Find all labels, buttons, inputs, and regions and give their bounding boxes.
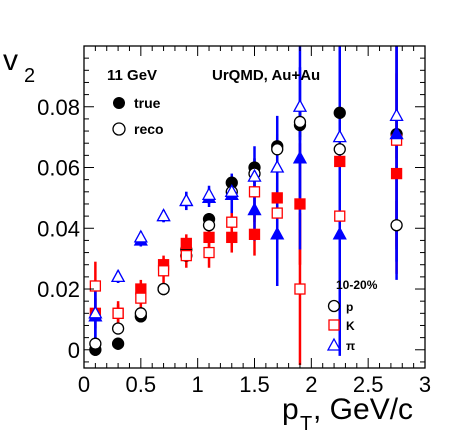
energy-label: 11 GeV	[107, 67, 157, 84]
proton-reco-point	[293, 115, 307, 129]
y-axis-title: v	[3, 44, 18, 77]
kaon-reco-point	[157, 265, 170, 277]
kaon-reco-point	[271, 207, 283, 219]
pion-reco-point	[332, 129, 347, 143]
proton-reco-point	[333, 143, 346, 156]
kaon-true-point	[294, 198, 306, 210]
system-label: UrQMD, Au+Au	[212, 67, 320, 84]
x-tick-label: 0	[78, 372, 90, 397]
kaon-reco-point	[226, 216, 238, 228]
proton-true-point	[111, 337, 125, 350]
pion-reco-point	[270, 159, 285, 173]
pion-true-point	[292, 150, 308, 164]
proton-reco-point	[134, 307, 147, 320]
proton-reco-point	[157, 282, 170, 296]
x-tick-label: 0.5	[126, 372, 157, 397]
kaon-reco-point	[248, 186, 261, 198]
legend-reco-label: reco	[134, 121, 164, 137]
kaon-true-point	[248, 228, 261, 240]
legend-reco-marker	[112, 122, 126, 136]
pion-reco-point	[247, 168, 262, 182]
kaon-true-point	[271, 192, 283, 204]
x-tick-label: 1	[192, 372, 204, 397]
y-tick-label: 0.02	[37, 277, 80, 302]
pion-true-point	[247, 202, 262, 216]
axis-ticks: 0 0.5 1 1.5 2 2.5 3 0 0.02 0.04 0.06 0.08	[37, 46, 431, 397]
proton-reco-point	[111, 322, 125, 335]
kaon-true-point	[390, 167, 403, 180]
pion-true-point	[332, 226, 347, 240]
proton-reco-point	[271, 143, 284, 156]
legend-true-label: true	[134, 95, 161, 111]
kaon-true-point	[180, 237, 192, 250]
proton-reco-point	[202, 219, 216, 232]
y-tick-label: 0	[68, 338, 80, 363]
pion-reco-point	[111, 269, 126, 283]
kaon-reco-point	[180, 249, 192, 262]
kaon-reco-point	[135, 292, 147, 304]
pion-reco-point	[156, 208, 171, 222]
pion-true-point	[270, 226, 285, 240]
proton-true-point	[333, 106, 346, 119]
centrality-label: 10-20%	[336, 278, 378, 292]
legend-proton-label: p	[346, 300, 353, 314]
pion-reco-point	[224, 183, 239, 197]
pion-reco-point	[201, 186, 217, 200]
pion-reco-point	[179, 193, 194, 207]
pion-true-point	[389, 126, 404, 140]
legend-species: p K π	[326, 299, 355, 353]
x-tick-label: 2	[305, 372, 317, 397]
kaon-true-point	[203, 231, 215, 244]
legend-pion-marker	[326, 337, 342, 351]
proton-reco-point	[89, 337, 102, 350]
x-tick-label: 1.5	[239, 372, 270, 397]
x-axis-title-subscript: T	[300, 413, 312, 435]
kaon-true-point	[226, 231, 238, 244]
kaon-true-point	[334, 155, 346, 168]
legend-pion-label: π	[346, 339, 355, 353]
pion-reco-point	[389, 108, 404, 122]
x-tick-label: 3	[419, 372, 431, 397]
proton-reco-point	[390, 219, 403, 232]
pion-reco-point	[133, 229, 148, 243]
y-tick-label: 0.06	[37, 156, 80, 181]
y-tick-label: 0.08	[37, 95, 80, 120]
legend-style: true reco	[112, 95, 164, 137]
plot-area	[88, 46, 404, 365]
legend-kaon-label: K	[346, 319, 355, 333]
x-axis-title-unit: , GeV/c	[313, 393, 413, 426]
kaon-reco-point	[112, 307, 124, 319]
x-tick-label: 2.5	[353, 372, 384, 397]
legend-proton-marker	[327, 299, 341, 313]
pion-reco-point	[292, 98, 308, 112]
kaon-reco-point	[334, 210, 346, 222]
y-tick-label: 0.04	[37, 216, 80, 241]
kaon-reco-point	[89, 280, 102, 292]
kaon-reco-point	[294, 283, 306, 295]
x-axis-title: p	[282, 393, 299, 426]
pion-reco-point	[88, 305, 103, 319]
legend-kaon-marker	[328, 319, 340, 331]
y-axis-title-subscript: 2	[24, 65, 35, 87]
kaon-reco-point	[203, 246, 215, 259]
legend-true-marker	[113, 97, 125, 109]
